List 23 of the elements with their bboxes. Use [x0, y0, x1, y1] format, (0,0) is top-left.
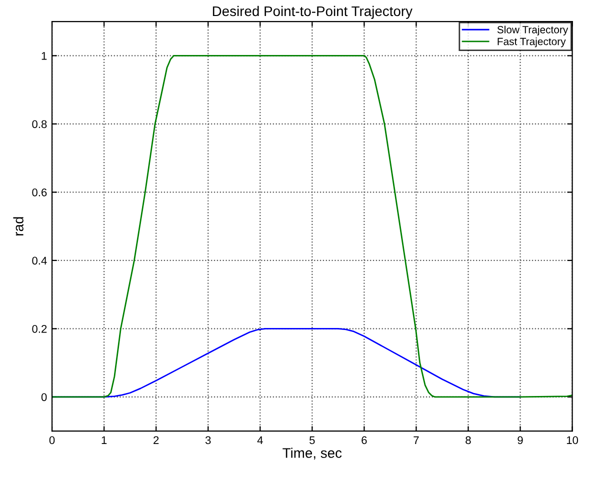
y-tick-label: 0.2: [32, 324, 47, 333]
y-tick-label: 0.4: [32, 256, 47, 265]
x-tick-label: 2: [154, 436, 159, 444]
x-tick-label: 9: [518, 436, 523, 444]
x-tick-label: 4: [257, 436, 263, 444]
x-tick-label: 1: [102, 436, 107, 444]
legend-label: Fast Trajectory: [498, 38, 566, 48]
y-tick-label: 1: [42, 52, 47, 60]
y-tick-label: 0.6: [32, 188, 47, 196]
x-axis-title: Time, sec: [282, 448, 342, 460]
y-tick-label: 0: [41, 393, 47, 402]
chart-title: Desired Point-to-Point Trajectory: [212, 6, 412, 19]
x-tick-label: 7: [414, 436, 419, 444]
x-tick-label: 3: [205, 436, 211, 444]
x-tick-label: 6: [362, 436, 367, 444]
x-tick-label: 8: [466, 436, 471, 444]
x-tick-label: 0: [49, 436, 55, 444]
line-series: [52, 54, 572, 398]
x-tick-label: 5: [310, 436, 315, 444]
y-axis-title: rad: [13, 217, 24, 236]
y-tick-label: 0.8: [32, 120, 47, 128]
x-tick-label: 10: [566, 436, 578, 444]
legend-label: Slow Trajectory: [497, 26, 568, 36]
